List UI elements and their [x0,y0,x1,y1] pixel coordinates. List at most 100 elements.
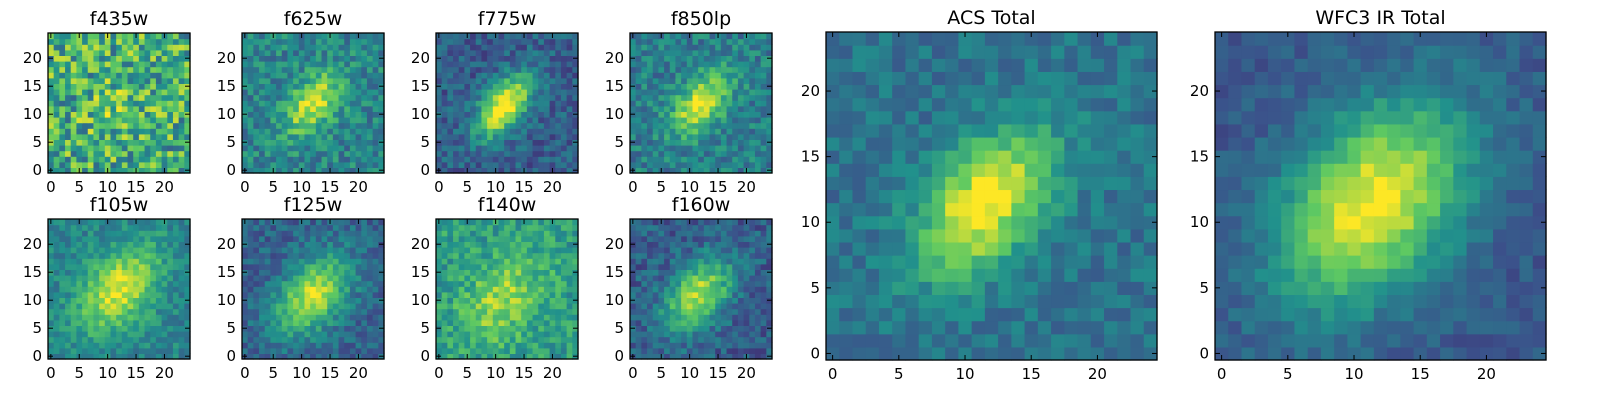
heatmap-cell [270,325,277,332]
heatmap-cell [372,286,379,293]
heatmap-cell [647,33,654,40]
heatmap-cell [715,342,722,349]
heatmap-cell [355,280,362,287]
heatmap-cell [532,219,539,226]
heatmap-cell [276,94,283,101]
heatmap-cell [293,122,300,129]
heatmap-cell [361,61,368,68]
heatmap-cell [698,291,705,298]
heatmap-cell [566,353,573,360]
heatmap-cell [321,66,328,73]
heatmap-cell [715,105,722,112]
heatmap-cell [76,44,83,51]
heatmap-cell [686,77,694,84]
heatmap-cell [487,263,494,270]
heatmap-cell [464,252,471,259]
heatmap-cell [572,77,579,84]
heatmap-cell [549,94,556,101]
heatmap-cell [760,275,767,282]
heatmap-cell [372,230,379,237]
heatmap-cell [87,269,95,276]
heatmap-cell [259,230,266,237]
heatmap-cell [310,55,317,62]
heatmap-cell [709,100,716,107]
heatmap-cell [304,314,311,321]
heatmap-cell [155,347,163,354]
heatmap-cell [48,331,55,338]
heatmap-cell [327,331,334,338]
heatmap-cell [304,275,311,282]
x-tick-label: 15 [514,364,533,382]
heatmap-cell [641,167,648,174]
heatmap-cell [475,314,483,321]
heatmap-cell [281,105,289,112]
heatmap-cell [53,167,60,174]
heatmap-cell [110,77,117,84]
heatmap-cell [652,89,659,96]
heatmap-cell [470,89,477,96]
heatmap-cell [441,314,448,321]
heatmap-cell [315,117,323,124]
heatmap-cell [155,325,163,332]
heatmap-cell [161,128,168,135]
heatmap-cell [150,105,157,112]
heatmap-cell [270,105,277,112]
heatmap-cell [732,336,739,343]
heatmap-cell [658,49,665,56]
heatmap-cell [504,111,511,118]
heatmap-cell [59,297,66,304]
heatmap-cell [538,61,545,68]
heatmap-cell [566,219,573,226]
heatmap-cell [732,161,739,168]
heatmap-cell [635,280,642,287]
heatmap-cell [652,314,659,321]
heatmap-cell [555,275,562,282]
heatmap-cell [104,83,112,90]
heatmap-cell [321,161,328,168]
heatmap-cell [515,308,522,315]
heatmap-cell [259,128,266,135]
heatmap-cell [458,61,465,68]
heatmap-cell [481,342,488,349]
panel-title: f850lp [671,8,731,30]
heatmap-cell [321,111,328,118]
heatmap-cell [70,303,77,310]
heatmap-cell [264,133,271,140]
heatmap-cell [76,111,83,118]
heatmap-cell [121,89,129,96]
heatmap-cell [281,111,289,118]
heatmap-cell [475,280,483,287]
heatmap-cell [253,49,260,56]
heatmap-cell [161,347,168,354]
heatmap-cell [453,167,460,174]
heatmap-cell [543,347,551,354]
heatmap-cell [566,224,573,231]
heatmap-cell [167,347,174,354]
heatmap-cell [732,139,739,146]
heatmap-cell [59,156,66,163]
heatmap-cell [447,122,454,129]
heatmap-cell [515,111,522,118]
heatmap-cell [686,55,694,62]
heatmap-cell [566,331,573,338]
heatmap-cell [259,66,266,73]
heatmap-cell [167,297,174,304]
heatmap-cell [754,342,762,349]
heatmap-cell [259,263,266,270]
heatmap-cell [276,128,283,135]
y-tick-label: 15 [411,263,430,281]
heatmap-cell [270,263,277,270]
heatmap-cell [766,145,773,152]
heatmap-cell [104,150,112,157]
heatmap-cell [732,291,739,298]
heatmap-cell [127,347,134,354]
heatmap-cell [327,280,334,287]
heatmap-cell [447,38,454,45]
heatmap-cell [372,252,379,259]
heatmap-cell [93,314,100,321]
heatmap-cell [93,235,100,242]
heatmap-cell [155,269,163,276]
heatmap-cell [526,61,534,68]
heatmap-cell [504,342,511,349]
heatmap-cell [321,291,328,298]
